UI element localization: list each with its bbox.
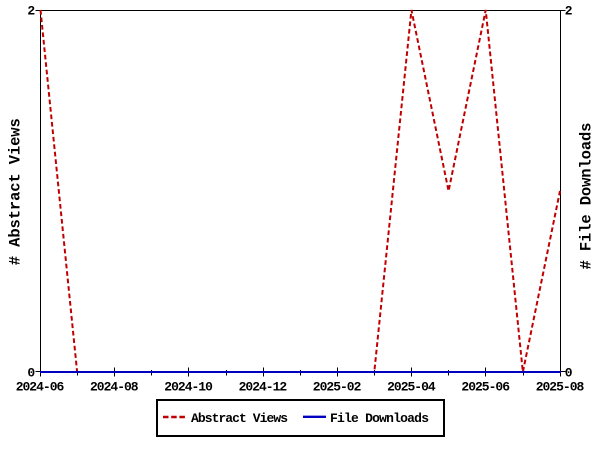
svg-text:2024-06: 2024-06 <box>16 379 65 394</box>
svg-text:Abstract Views: Abstract Views <box>191 411 288 426</box>
svg-text:2025-06: 2025-06 <box>461 379 510 394</box>
svg-text:0: 0 <box>27 365 35 380</box>
svg-text:2024-08: 2024-08 <box>90 379 139 394</box>
svg-text:2025-08: 2025-08 <box>536 379 585 394</box>
svg-text:# File Downloads: # File Downloads <box>578 123 596 270</box>
svg-text:File Downloads: File Downloads <box>330 411 429 426</box>
svg-text:0: 0 <box>565 365 573 380</box>
svg-text:2: 2 <box>565 4 573 19</box>
svg-text:2024-12: 2024-12 <box>239 379 288 394</box>
svg-text:# Abstract Views: # Abstract Views <box>7 118 25 265</box>
svg-text:2024-10: 2024-10 <box>164 379 213 394</box>
svg-text:2025-02: 2025-02 <box>313 379 362 394</box>
svg-text:2: 2 <box>27 4 35 19</box>
svg-text:2025-04: 2025-04 <box>387 379 436 394</box>
